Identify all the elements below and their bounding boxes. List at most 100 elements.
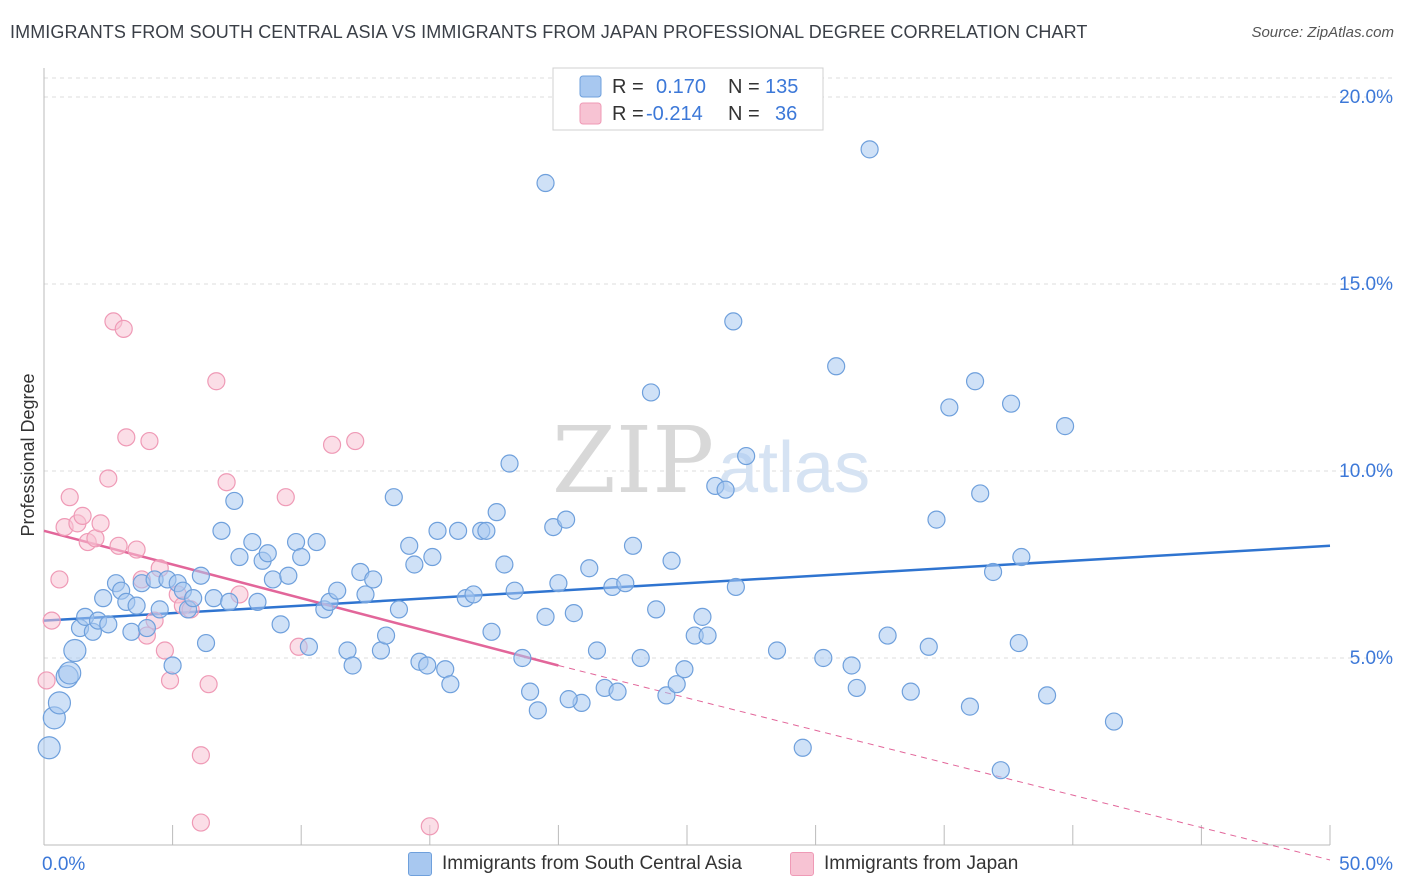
point-south-central-asia-61 (423, 547, 442, 567)
point-south-central-asia-125 (1012, 547, 1031, 567)
point-south-central-asia-114 (901, 682, 920, 701)
point-south-central-asia-119 (965, 372, 985, 391)
point-south-central-asia-76 (521, 682, 540, 701)
point-south-central-asia-85 (587, 641, 607, 660)
point-south-central-asia-126 (1037, 686, 1057, 705)
point-japan-6 (73, 506, 92, 525)
point-south-central-asia-95 (662, 551, 681, 570)
point-south-central-asia-106 (767, 641, 787, 660)
point-south-central-asia-2 (47, 691, 72, 715)
legend-swatch-a (408, 852, 432, 876)
axes (43, 68, 1331, 846)
point-south-central-asia-60 (418, 656, 437, 675)
point-south-central-asia-97 (675, 660, 694, 679)
point-south-central-asia-110 (842, 656, 861, 675)
point-south-central-asia-118 (960, 697, 980, 716)
point-south-central-asia-44 (307, 532, 326, 552)
point-south-central-asia-38 (263, 570, 283, 589)
legend-r-value-b: -0.214 (646, 103, 703, 125)
point-japan-18 (140, 431, 159, 451)
point-south-central-asia-127 (1055, 417, 1075, 436)
point-japan-21 (155, 641, 174, 660)
point-south-central-asia-107 (793, 738, 812, 757)
gridlines (44, 77, 1395, 659)
point-japan-28 (207, 372, 226, 391)
point-south-central-asia-124 (1009, 633, 1028, 653)
point-south-central-asia-71 (487, 503, 506, 522)
watermark-atlas: atlas (718, 428, 870, 508)
point-south-central-asia-30 (212, 521, 231, 540)
y-tick-label-1: 10.0% (1339, 461, 1393, 482)
point-south-central-asia-81 (557, 510, 576, 529)
point-south-central-asia-115 (919, 637, 938, 656)
point-japan-10 (99, 469, 118, 488)
bottom-legend-item-b: Immigrants from Japan (790, 852, 1018, 876)
point-south-central-asia-65 (448, 521, 468, 540)
point-south-central-asia-116 (927, 510, 946, 529)
point-japan-26 (191, 746, 210, 765)
point-japan-35 (191, 813, 210, 832)
point-south-central-asia-62 (428, 521, 447, 540)
legend-r-label-a: R = (612, 76, 644, 98)
point-japan-34 (346, 431, 365, 451)
point-south-central-asia-123 (1001, 394, 1021, 413)
point-japan-31 (276, 488, 295, 507)
legend-swatch-pink (579, 102, 602, 125)
point-south-central-asia-77 (528, 701, 547, 720)
point-south-central-asia-39 (271, 615, 290, 634)
point-south-central-asia-80 (549, 574, 568, 593)
point-south-central-asia-72 (495, 555, 514, 574)
point-south-central-asia-49 (343, 656, 362, 675)
y-tick-label-3: 20.0% (1339, 87, 1393, 108)
legend-n-label-b: N = (728, 103, 760, 125)
point-south-central-asia-20 (150, 600, 169, 619)
point-japan-15 (127, 540, 146, 559)
point-japan-33 (322, 435, 342, 454)
point-japan-22 (160, 671, 180, 690)
point-south-central-asia-121 (983, 562, 1003, 582)
point-south-central-asia-96 (667, 675, 686, 694)
point-south-central-asia-4 (58, 661, 82, 685)
bottom-legend-item-a: Immigrants from South Central Asia (408, 852, 742, 876)
legend-swatch-b (790, 852, 814, 876)
point-south-central-asia-102 (716, 480, 735, 499)
point-south-central-asia-37 (258, 544, 277, 563)
legend-n-value-a: 135 (765, 76, 798, 98)
point-south-central-asia-26 (184, 589, 203, 608)
point-south-central-asia-122 (991, 761, 1010, 780)
point-south-central-asia-47 (328, 581, 347, 600)
point-south-central-asia-29 (204, 589, 223, 608)
legend-n-value-b: 36 (775, 103, 797, 125)
point-south-central-asia-84 (580, 559, 599, 578)
point-south-central-asia-28 (196, 633, 216, 653)
point-south-central-asia-18 (137, 618, 156, 638)
legend-label-a: Immigrants from South Central Asia (442, 853, 742, 874)
point-south-central-asia-31 (220, 592, 239, 612)
point-south-central-asia-57 (400, 536, 419, 555)
point-south-central-asia-58 (405, 555, 424, 574)
point-south-central-asia-93 (647, 600, 666, 619)
legend-swatch-blue (579, 75, 602, 98)
point-south-central-asia-74 (505, 581, 524, 600)
point-south-central-asia-5 (63, 638, 87, 663)
x-tick-label-1: 50.0% (1339, 854, 1393, 875)
trend-line-japan-extension (558, 664, 1331, 861)
point-south-central-asia-112 (860, 140, 879, 159)
point-south-central-asia-109 (827, 357, 846, 376)
point-south-central-asia-94 (657, 686, 676, 705)
x-tick-labels: 0.0% 50.0% (42, 854, 1393, 875)
point-south-central-asia-129 (536, 173, 555, 193)
point-japan-27 (199, 675, 218, 694)
point-south-central-asia-120 (971, 484, 990, 503)
watermark-zip: ZIP (552, 407, 714, 514)
legend-label-b: Immigrants from Japan (824, 853, 1019, 874)
legend-n-label-a: N = (728, 76, 760, 98)
y-tick-label-0: 5.0% (1350, 648, 1393, 669)
point-south-central-asia-16 (127, 596, 146, 615)
point-south-central-asia-73 (500, 454, 519, 473)
y-tick-labels: 5.0% 10.0% 15.0% 20.0% (1339, 87, 1393, 669)
point-south-central-asia-111 (847, 678, 866, 698)
point-japan-1 (42, 611, 61, 630)
point-south-central-asia-92 (641, 383, 661, 402)
